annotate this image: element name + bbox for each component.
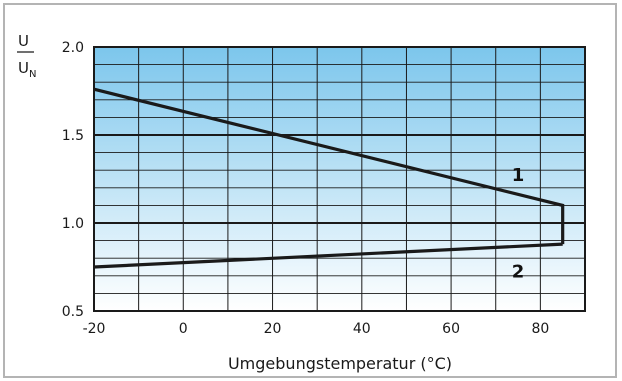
x-tick-label: 0 (179, 321, 188, 337)
y-label-numerator: U (18, 32, 29, 50)
curve-label-2: 2 (512, 262, 525, 283)
annotations: 12 (512, 165, 525, 283)
grid (94, 47, 585, 311)
x-tick-label: 60 (442, 321, 460, 337)
y-label-denominator: UN (18, 59, 36, 80)
y-tick-label: 1.0 (62, 216, 84, 232)
y-tick-label: 0.5 (62, 304, 84, 320)
x-tick-label: 40 (353, 321, 371, 337)
y-tick-label: 2.0 (62, 40, 84, 56)
series-line-1 (93, 87, 565, 245)
y-axis-label: U UN (17, 32, 36, 80)
x-tick-label: 20 (264, 321, 282, 337)
curve-label-1: 1 (512, 165, 525, 186)
tick-labels: -20 0 20 40 60 80 0.5 1.0 1.5 2.0 (62, 40, 550, 337)
x-tick-label: 80 (531, 321, 549, 337)
plot-border (93, 46, 586, 312)
x-tick-label: -20 (83, 321, 106, 337)
series-line-2 (93, 242, 563, 269)
y-tick-label: 1.5 (62, 128, 84, 144)
x-axis-label: Umgebungstemperatur (°C) (228, 354, 452, 373)
series-group (93, 87, 565, 269)
plot-background (94, 47, 585, 311)
